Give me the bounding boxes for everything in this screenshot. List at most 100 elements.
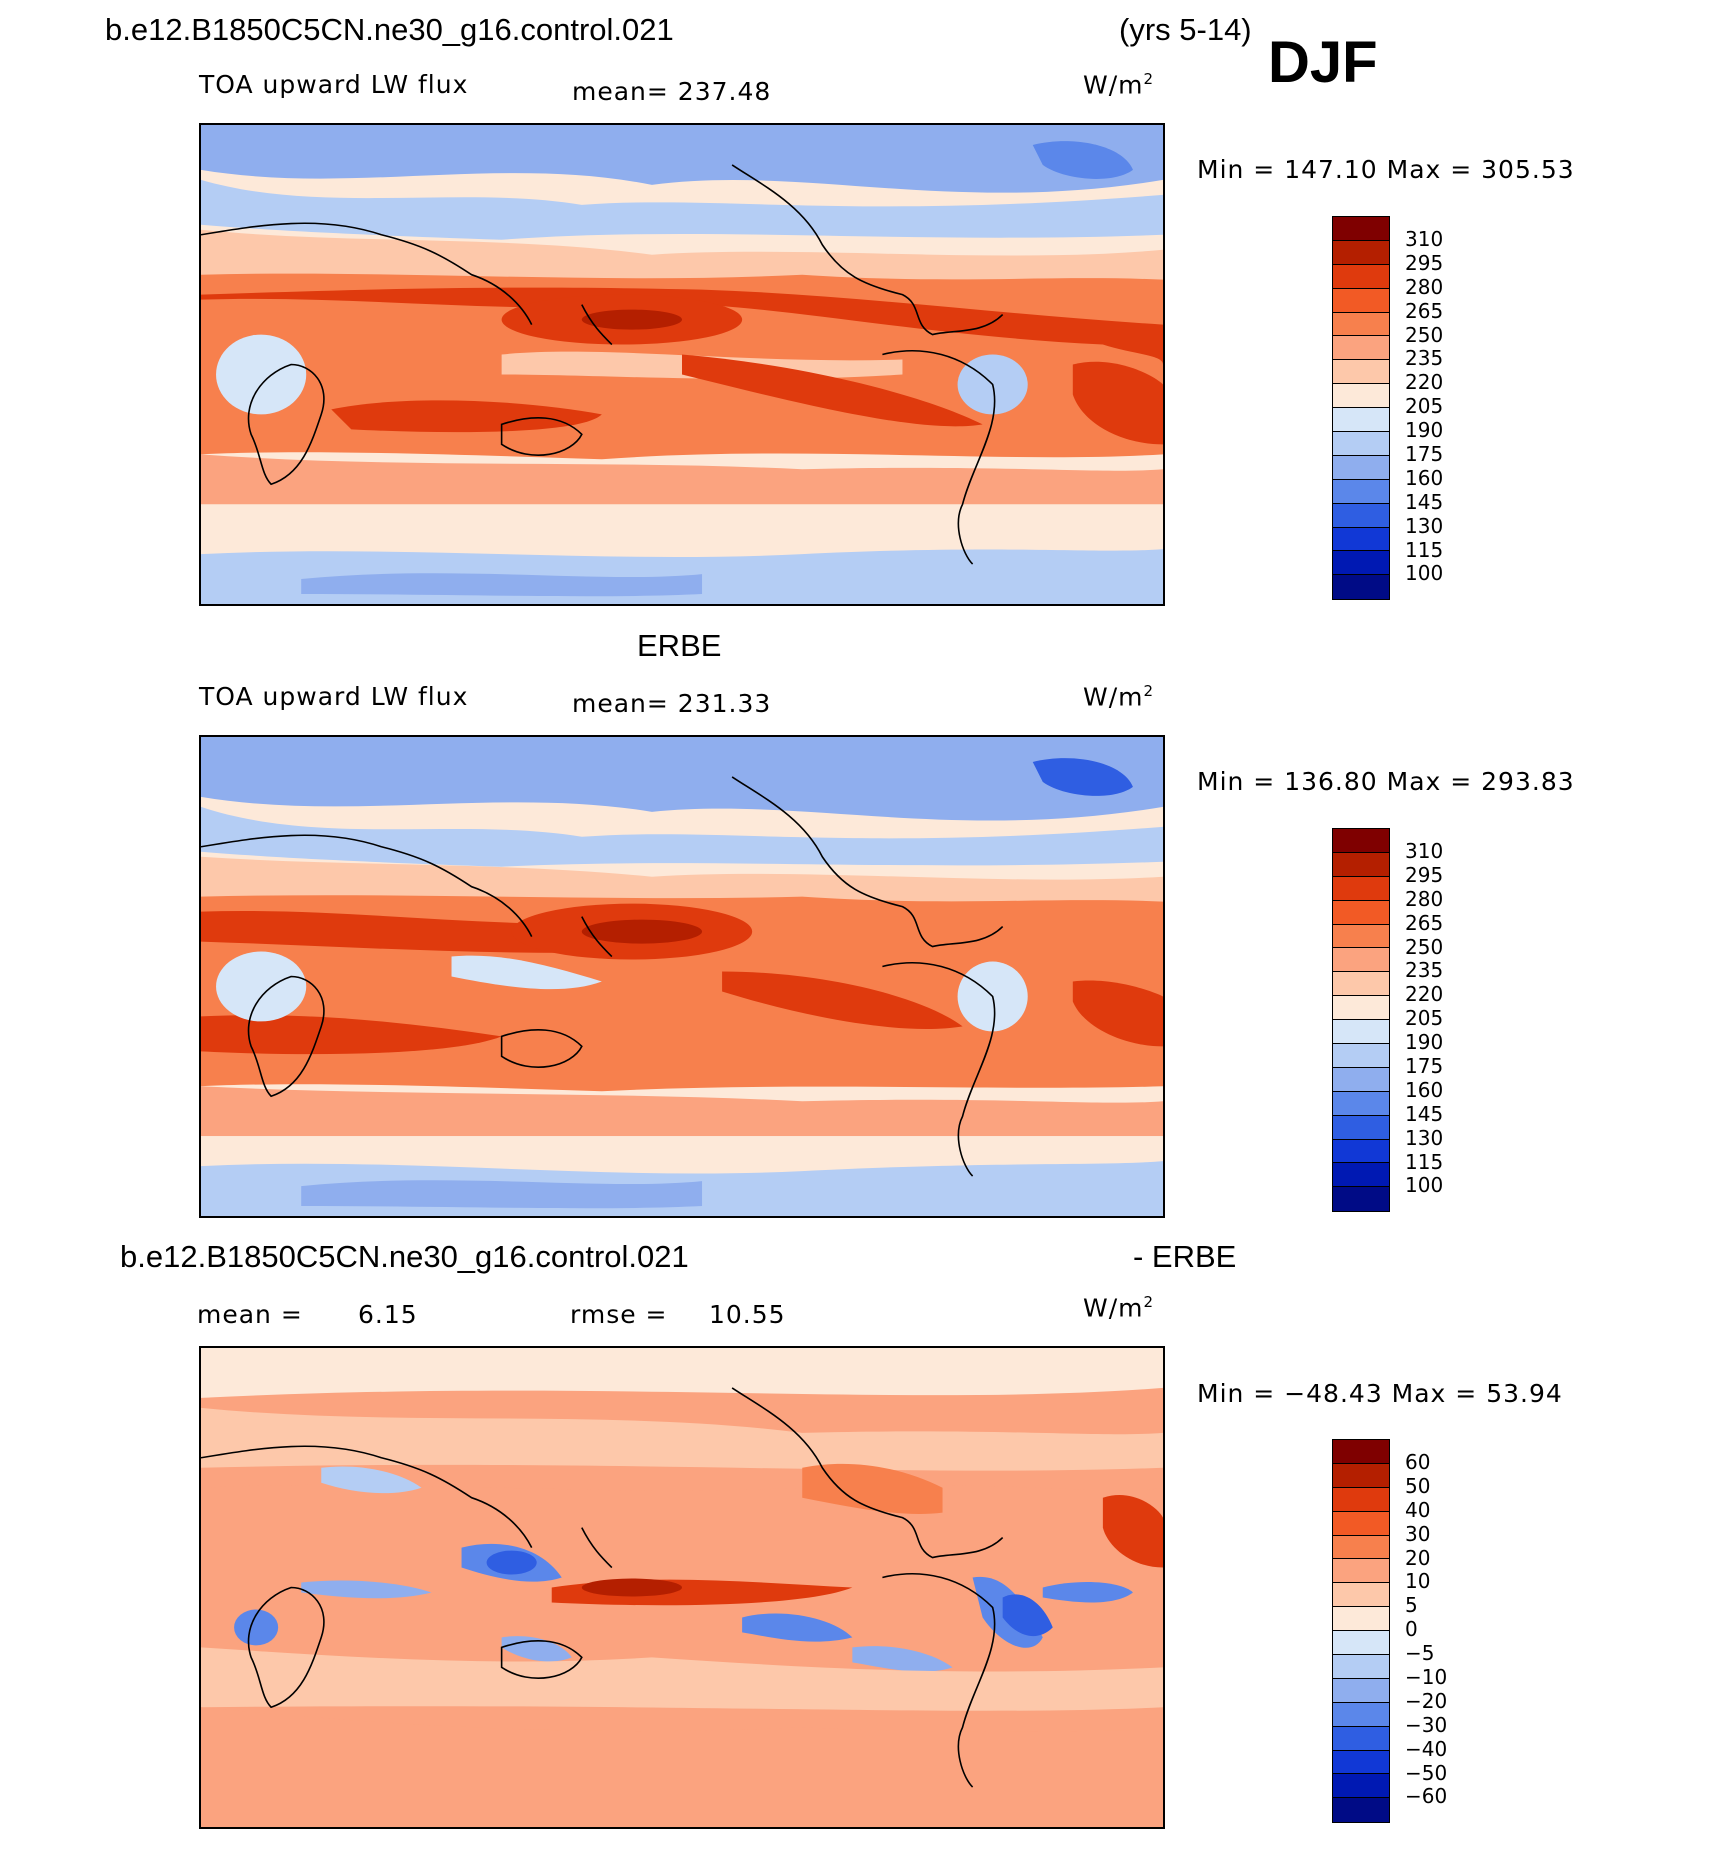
panel3-title-suffix: - ERBE	[1133, 1239, 1237, 1274]
panel1-mean: mean= 237.48	[572, 77, 772, 106]
colorbar-tick-label: 265	[1405, 910, 1444, 935]
colorbar-tick-label: 130	[1405, 1125, 1444, 1150]
colorbar-swatch	[1333, 575, 1389, 600]
colorbar-tick-label: 40	[1405, 1497, 1431, 1522]
colorbar-swatch	[1333, 1726, 1389, 1751]
colorbar-tick-label: −40	[1405, 1736, 1448, 1761]
colorbar-swatch	[1333, 1020, 1389, 1045]
colorbar-swatch	[1333, 217, 1389, 241]
colorbar-swatch	[1333, 1463, 1389, 1488]
colorbar-tick-label: 205	[1405, 1006, 1444, 1031]
panel3-title: b.e12.B1850C5CN.ne30_g16.control.021	[120, 1239, 689, 1274]
panel1-minmax: Min = 147.10 Max = 305.53	[1197, 155, 1575, 184]
colorbar-tick-label: 175	[1405, 442, 1444, 467]
colorbar-swatch	[1333, 1559, 1389, 1584]
panel2-units-sup: 2	[1143, 682, 1155, 700]
colorbar-swatch	[1333, 1115, 1389, 1140]
colorbar-tick-label: −30	[1405, 1712, 1448, 1737]
colorbar-tick-label: −50	[1405, 1760, 1448, 1785]
colorbar-tick-label: 280	[1405, 274, 1444, 299]
panel1-map	[199, 123, 1165, 606]
colorbar-swatch	[1333, 1487, 1389, 1512]
colorbar-swatch	[1333, 336, 1389, 361]
panel2-variable: TOA upward LW flux	[199, 682, 469, 711]
colorbar-swatch	[1333, 1187, 1389, 1212]
colorbar-swatch	[1333, 1067, 1389, 1092]
colorbar-swatch	[1333, 948, 1389, 973]
colorbar-swatch	[1333, 829, 1389, 853]
colorbar-tick-label: 295	[1405, 250, 1444, 275]
panel3-units-sup: 2	[1143, 1293, 1155, 1311]
colorbar-swatch	[1333, 1655, 1389, 1679]
colorbar-tick-label: 160	[1405, 465, 1444, 490]
colorbar-swatch	[1333, 1798, 1389, 1823]
colorbar-swatch	[1333, 1583, 1389, 1608]
panel2-map	[199, 735, 1165, 1218]
colorbar-tick-label: 10	[1405, 1569, 1431, 1594]
panel3-units-text: W/m	[1083, 1293, 1144, 1323]
colorbar-swatch	[1333, 1535, 1389, 1560]
colorbar-tick-label: 250	[1405, 934, 1444, 959]
colorbar-swatch	[1333, 1631, 1389, 1656]
panel3-contour-field	[201, 1348, 1163, 1827]
colorbar-tick-label: 145	[1405, 489, 1444, 514]
years-label: (yrs 5-14)	[1119, 12, 1252, 47]
colorbar-swatch	[1333, 1044, 1389, 1068]
panel1-variable: TOA upward LW flux	[199, 70, 469, 99]
colorbar-swatch	[1333, 1091, 1389, 1116]
panel1-colorbar	[1332, 216, 1390, 601]
colorbar-tick-label: 205	[1405, 394, 1444, 419]
panel3-minmax: Min = −48.43 Max = 53.94	[1197, 1379, 1563, 1408]
colorbar-tick-label: 20	[1405, 1545, 1431, 1570]
colorbar-swatch	[1333, 1678, 1389, 1703]
colorbar-swatch	[1333, 1750, 1389, 1775]
colorbar-swatch	[1333, 900, 1389, 925]
colorbar-tick-label: 190	[1405, 418, 1444, 443]
colorbar-tick-label: 220	[1405, 370, 1444, 395]
case-title: b.e12.B1850C5CN.ne30_g16.control.021	[105, 12, 674, 47]
panel3-map	[199, 1346, 1165, 1829]
panel1-units-sup: 2	[1143, 70, 1155, 88]
colorbar-swatch	[1333, 240, 1389, 265]
colorbar-tick-label: 250	[1405, 322, 1444, 347]
colorbar-swatch	[1333, 924, 1389, 949]
colorbar-tick-label: 100	[1405, 561, 1444, 586]
panel3-colorbar	[1332, 1439, 1390, 1824]
colorbar-tick-label: 130	[1405, 513, 1444, 538]
panel2-title: ERBE	[637, 628, 722, 663]
panel1-contour-field	[201, 125, 1163, 604]
colorbar-tick-label: 235	[1405, 346, 1444, 371]
panel3-mean-value: 6.15	[358, 1300, 418, 1329]
colorbar-tick-label: 265	[1405, 298, 1444, 323]
panel2-units: W/m2	[1083, 682, 1155, 712]
panel3-mean-label: mean =	[197, 1300, 303, 1329]
panel3-colorbar-labels: 60 50 40 30 20 10 5 0 −5 −10 −20 −30 −40 −50 −60	[1405, 1450, 1448, 1809]
panel3-rmse-value: 10.55	[709, 1300, 786, 1329]
colorbar-tick-label: 190	[1405, 1030, 1444, 1055]
colorbar-swatch	[1333, 1774, 1389, 1799]
colorbar-swatch	[1333, 852, 1389, 877]
panel2-colorbar	[1332, 828, 1390, 1213]
colorbar-swatch	[1333, 408, 1389, 433]
colorbar-tick-label: 175	[1405, 1054, 1444, 1079]
colorbar-tick-label: −10	[1405, 1665, 1448, 1690]
colorbar-swatch	[1333, 1139, 1389, 1164]
colorbar-tick-label: 115	[1405, 1149, 1444, 1174]
colorbar-swatch	[1333, 996, 1389, 1021]
colorbar-tick-label: −60	[1405, 1784, 1448, 1809]
colorbar-swatch	[1333, 551, 1389, 576]
colorbar-swatch	[1333, 972, 1389, 997]
colorbar-swatch	[1333, 527, 1389, 552]
colorbar-swatch	[1333, 384, 1389, 409]
colorbar-tick-label: 60	[1405, 1450, 1431, 1474]
colorbar-swatch	[1333, 876, 1389, 901]
panel2-units-text: W/m	[1083, 682, 1144, 712]
colorbar-tick-label: 280	[1405, 886, 1444, 911]
panel3-units: W/m2	[1083, 1293, 1155, 1323]
colorbar-tick-label: 5	[1405, 1593, 1418, 1618]
panel1-colorbar-labels: 310 295 280 265 250 235 220 205 190 175 160 145 130 1…	[1405, 227, 1444, 586]
colorbar-tick-label: 310	[1405, 839, 1444, 863]
panel2-mean: mean= 231.33	[572, 689, 772, 718]
colorbar-swatch	[1333, 479, 1389, 504]
colorbar-swatch	[1333, 455, 1389, 480]
